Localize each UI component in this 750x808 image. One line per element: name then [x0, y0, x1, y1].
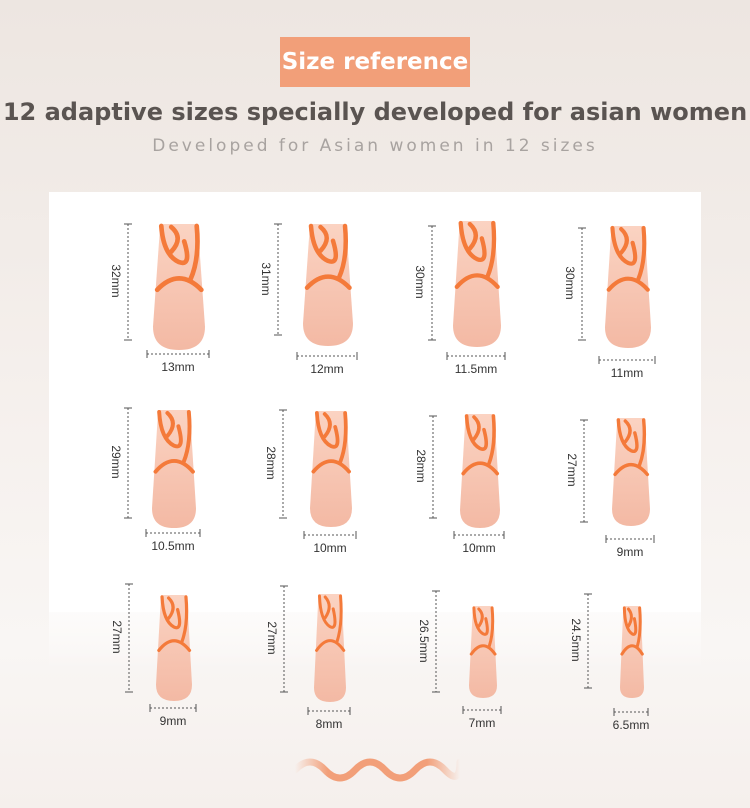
swirl-pattern	[606, 225, 650, 292]
swirl-pattern	[304, 223, 352, 290]
nail-width-label: 10.5mm	[151, 539, 195, 553]
swirl-pattern	[154, 223, 204, 293]
nail-width-label: 7mm	[468, 716, 496, 730]
nail-width-label: 8mm	[315, 717, 343, 731]
swirl-pattern	[613, 418, 650, 477]
nail-body	[460, 414, 500, 528]
nail-width-label: 10mm	[462, 541, 496, 555]
swirl-pattern	[461, 414, 499, 476]
headline: 12 adaptive sizes specially developed fo…	[2, 98, 748, 126]
swirl-pattern	[157, 595, 192, 653]
nail-body	[310, 411, 352, 527]
subline: Developed for Asian women in 12 sizes	[152, 136, 598, 156]
nail-width-label: 11mm	[610, 366, 644, 380]
nail-body	[303, 224, 353, 346]
swirl-pattern	[153, 410, 195, 474]
swirl-pattern	[620, 606, 644, 656]
nail-body	[453, 221, 501, 347]
nail-body	[620, 606, 644, 698]
swirl-pattern	[469, 606, 497, 656]
nail-width-label: 13mm	[161, 360, 195, 374]
nail-width-label: 9mm	[616, 545, 644, 559]
nail-length-label: 24.5mm	[569, 618, 583, 662]
size-reference-badge: Size reference	[280, 37, 470, 87]
nail-body	[314, 594, 346, 702]
nail-body	[156, 595, 192, 701]
nail-width-label: 6.5mm	[612, 718, 650, 732]
nail-width-label: 10mm	[313, 541, 347, 555]
wave-decoration-icon	[291, 758, 460, 782]
nail-width-label: 12mm	[310, 362, 344, 376]
nail-width-label: 9mm	[159, 714, 187, 728]
nail-body	[605, 226, 651, 348]
nail-body	[153, 224, 205, 350]
nail-body	[152, 410, 196, 528]
nail-body	[469, 606, 497, 698]
nail-width-label: 11.5mm	[454, 362, 498, 376]
swirl-pattern	[454, 220, 500, 289]
swirl-pattern	[311, 411, 351, 474]
swirl-pattern	[315, 594, 346, 652]
nail-body	[612, 418, 650, 526]
